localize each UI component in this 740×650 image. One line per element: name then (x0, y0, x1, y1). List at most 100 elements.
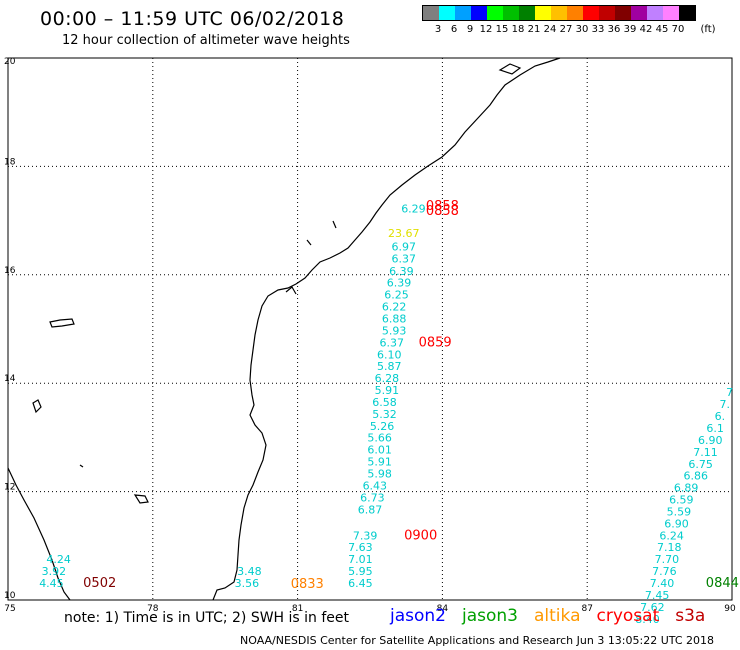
wave-height-value: 6.90 (664, 517, 689, 530)
satellite-legend: jason2 jason3 altika cryosat s3a (390, 606, 721, 626)
wave-height-value: 7 (726, 386, 733, 399)
wave-height-value: 7.01 (348, 553, 373, 566)
legend-label: 24 (543, 24, 557, 35)
satellite-name: s3a (675, 606, 706, 626)
axis-labels: 75 78 81 84 87 90 10 12 14 16 18 20 (4, 57, 736, 614)
wave-height-value: 6. (715, 410, 726, 423)
island-1 (49, 318, 75, 328)
legend-label: 42 (639, 24, 653, 35)
pass-time-label: 0859 (419, 335, 452, 350)
latitude-label: 20 (4, 57, 16, 67)
wave-height-value: 6.39 (389, 265, 414, 278)
legend-swatch (487, 6, 503, 20)
map-subtitle: 12 hour collection of altimeter wave hei… (62, 33, 350, 48)
legend-swatch (535, 6, 551, 20)
wave-height-value: 6.59 (669, 494, 694, 507)
wave-height-value: 6.86 (684, 470, 709, 483)
legend-label: 39 (623, 24, 637, 35)
wave-height-value: 6.24 (659, 529, 684, 542)
latitude-label: 18 (4, 157, 16, 167)
wave-height-value: 6.10 (377, 348, 402, 361)
satellite-name: jason2 (390, 606, 446, 626)
wave-height-value: 7.62 (640, 601, 665, 614)
wave-height-value: 3.56 (235, 577, 260, 590)
legend-swatch (615, 6, 631, 20)
sri-lanka-coast (7, 467, 71, 601)
wave-height-value: 6.22 (382, 301, 407, 314)
map-title: 00:00 – 11:59 UTC 06/02/2018 (40, 8, 345, 30)
wave-height-value: 6.89 (674, 482, 699, 495)
legend-label: 18 (511, 24, 525, 35)
island-5 (332, 220, 337, 229)
wave-height-value: 7.11 (693, 446, 718, 459)
legend-swatch (599, 6, 615, 20)
legend-label: 36 (607, 24, 621, 35)
wave-height-value: 7.63 (348, 541, 373, 554)
satellite-name: cryosat (596, 606, 660, 626)
legend-swatch (423, 6, 439, 20)
legend-label: 3 (434, 24, 442, 35)
lat-lon-grid (8, 58, 732, 600)
wave-height-value: 5.87 (377, 360, 402, 373)
pass-time-label: 0900 (404, 528, 437, 543)
wave-height-value: 6.01 (367, 444, 392, 457)
color-legend: 3 6 9 12 15 18 21 24 27 30 33 36 39 42 45 70 (ft) (422, 5, 716, 35)
credit-line: NOAA/NESDIS Center for Satellite Applica… (240, 634, 715, 647)
legend-label: 33 (591, 24, 605, 35)
legend-label: 15 (495, 24, 509, 35)
wave-height-value: 6.87 (358, 503, 383, 516)
wave-height-value: 6.97 (392, 240, 417, 253)
wave-height-value: 4.45 (39, 577, 64, 590)
legend-label: 30 (575, 24, 589, 35)
wave-height-value: 4.24 (46, 553, 71, 566)
island-3 (133, 494, 149, 504)
legend-swatch (471, 6, 487, 20)
legend-label: 70 (671, 24, 685, 35)
wave-height-value: 23.67 (388, 227, 420, 240)
pass-time-label: 0833 (291, 577, 324, 592)
longitude-label: 81 (292, 604, 303, 614)
legend-swatch (567, 6, 583, 20)
legend-swatch (663, 6, 679, 20)
legend-swatch (503, 6, 519, 20)
latitude-label: 12 (4, 483, 15, 493)
island-7 (79, 464, 84, 468)
wave-height-value: 6.45 (348, 577, 373, 590)
island-6 (306, 239, 312, 246)
pass-time-label: 0502 (83, 576, 116, 591)
wave-height-value: 6.37 (392, 252, 417, 265)
legend-label: 6 (450, 24, 458, 35)
legend-swatches (422, 5, 696, 21)
legend-unit: (ft) (700, 24, 716, 35)
satellite-name: altika (534, 606, 581, 626)
wave-height-value: 6.90 (698, 434, 723, 447)
longitude-label: 90 (724, 604, 736, 614)
map-frame (7, 57, 733, 601)
wave-height-value: 5.59 (667, 505, 692, 518)
legend-swatch (679, 6, 695, 20)
legend-swatch (439, 6, 455, 20)
legend-label: 12 (479, 24, 493, 35)
coastline (7, 57, 561, 601)
wave-height-value: 3.92 (42, 565, 67, 578)
wave-height-value: 6.29 (401, 202, 426, 215)
wave-height-value: 5.91 (367, 456, 392, 469)
legend-swatch (583, 6, 599, 20)
wave-height-value: 5.26 (370, 420, 395, 433)
footer-note: note: 1) Time is in UTC; 2) SWH is in fe… (64, 610, 350, 626)
pass-time-label: 0858 (426, 204, 459, 219)
pass-time-label: 0844 (706, 576, 739, 591)
legend-labels: 3 6 9 12 15 18 21 24 27 30 33 36 39 42 45 70 (ft) (422, 21, 716, 35)
island-2 (32, 399, 42, 414)
longitude-label: 87 (581, 604, 592, 614)
latitude-label: 10 (4, 591, 16, 601)
wave-height-value: 7.70 (655, 553, 680, 566)
longitude-label: 75 (4, 604, 15, 614)
legend-label: 21 (527, 24, 541, 35)
wave-height-labels: 6.2923.676.976.376.396.396.256.226.885.9… (39, 202, 733, 625)
wave-height-value: 6.75 (688, 458, 713, 471)
wave-height-value: 6.58 (372, 396, 397, 409)
wave-height-value: 5.95 (348, 565, 373, 578)
